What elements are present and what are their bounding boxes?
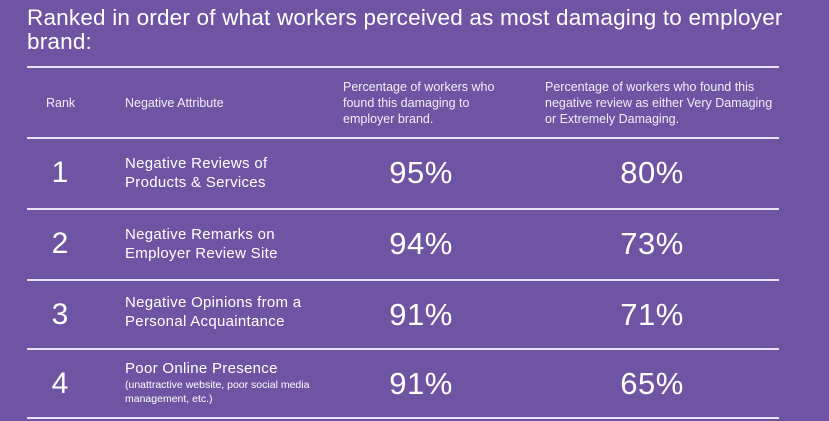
- attribute: Poor Online Presence: [125, 360, 278, 377]
- pct-damaging: 94%: [389, 226, 453, 261]
- pct-damaging: 91%: [389, 297, 453, 332]
- pct-very-damaging: 80%: [620, 155, 684, 190]
- attribute: Negative Reviews of Products & Services: [125, 155, 268, 191]
- pct-damaging: 95%: [389, 155, 453, 190]
- divider: [27, 208, 779, 210]
- table-row: 1 Negative Reviews of Products & Service…: [0, 139, 829, 209]
- page-title: Ranked in order of what workers perceive…: [27, 5, 783, 54]
- header-pct-very-damaging: Percentage of workers who found this neg…: [545, 80, 773, 126]
- pct-very-damaging: 73%: [620, 226, 684, 261]
- table-row: 3 Negative Opinions from a Personal Acqu…: [0, 281, 829, 351]
- divider: [27, 137, 779, 139]
- pct-very-damaging: 71%: [620, 297, 684, 332]
- divider: [27, 66, 779, 68]
- attribute: Negative Remarks on Employer Review Site: [125, 226, 278, 262]
- divider: [27, 417, 779, 419]
- header-rank: Rank: [46, 96, 76, 110]
- divider: [27, 348, 779, 350]
- attribute-group: Poor Online Presence (unattractive websi…: [125, 359, 325, 406]
- table-row: 4 Poor Online Presence (unattractive web…: [0, 350, 829, 420]
- attribute-note: (unattractive website, poor social media…: [125, 379, 310, 405]
- rank: 3: [51, 298, 69, 331]
- pct-damaging: 91%: [389, 366, 453, 401]
- rank: 1: [51, 156, 69, 189]
- divider: [27, 279, 779, 281]
- table-row: 2 Negative Remarks on Employer Review Si…: [0, 210, 829, 280]
- rank: 2: [51, 227, 69, 260]
- header-pct-damaging: Percentage of workers who found this dam…: [343, 80, 495, 126]
- rank: 4: [51, 367, 69, 400]
- header-attribute: Negative Attribute: [125, 96, 224, 110]
- attribute: Negative Opinions from a Personal Acquai…: [125, 294, 302, 330]
- pct-very-damaging: 65%: [620, 366, 684, 401]
